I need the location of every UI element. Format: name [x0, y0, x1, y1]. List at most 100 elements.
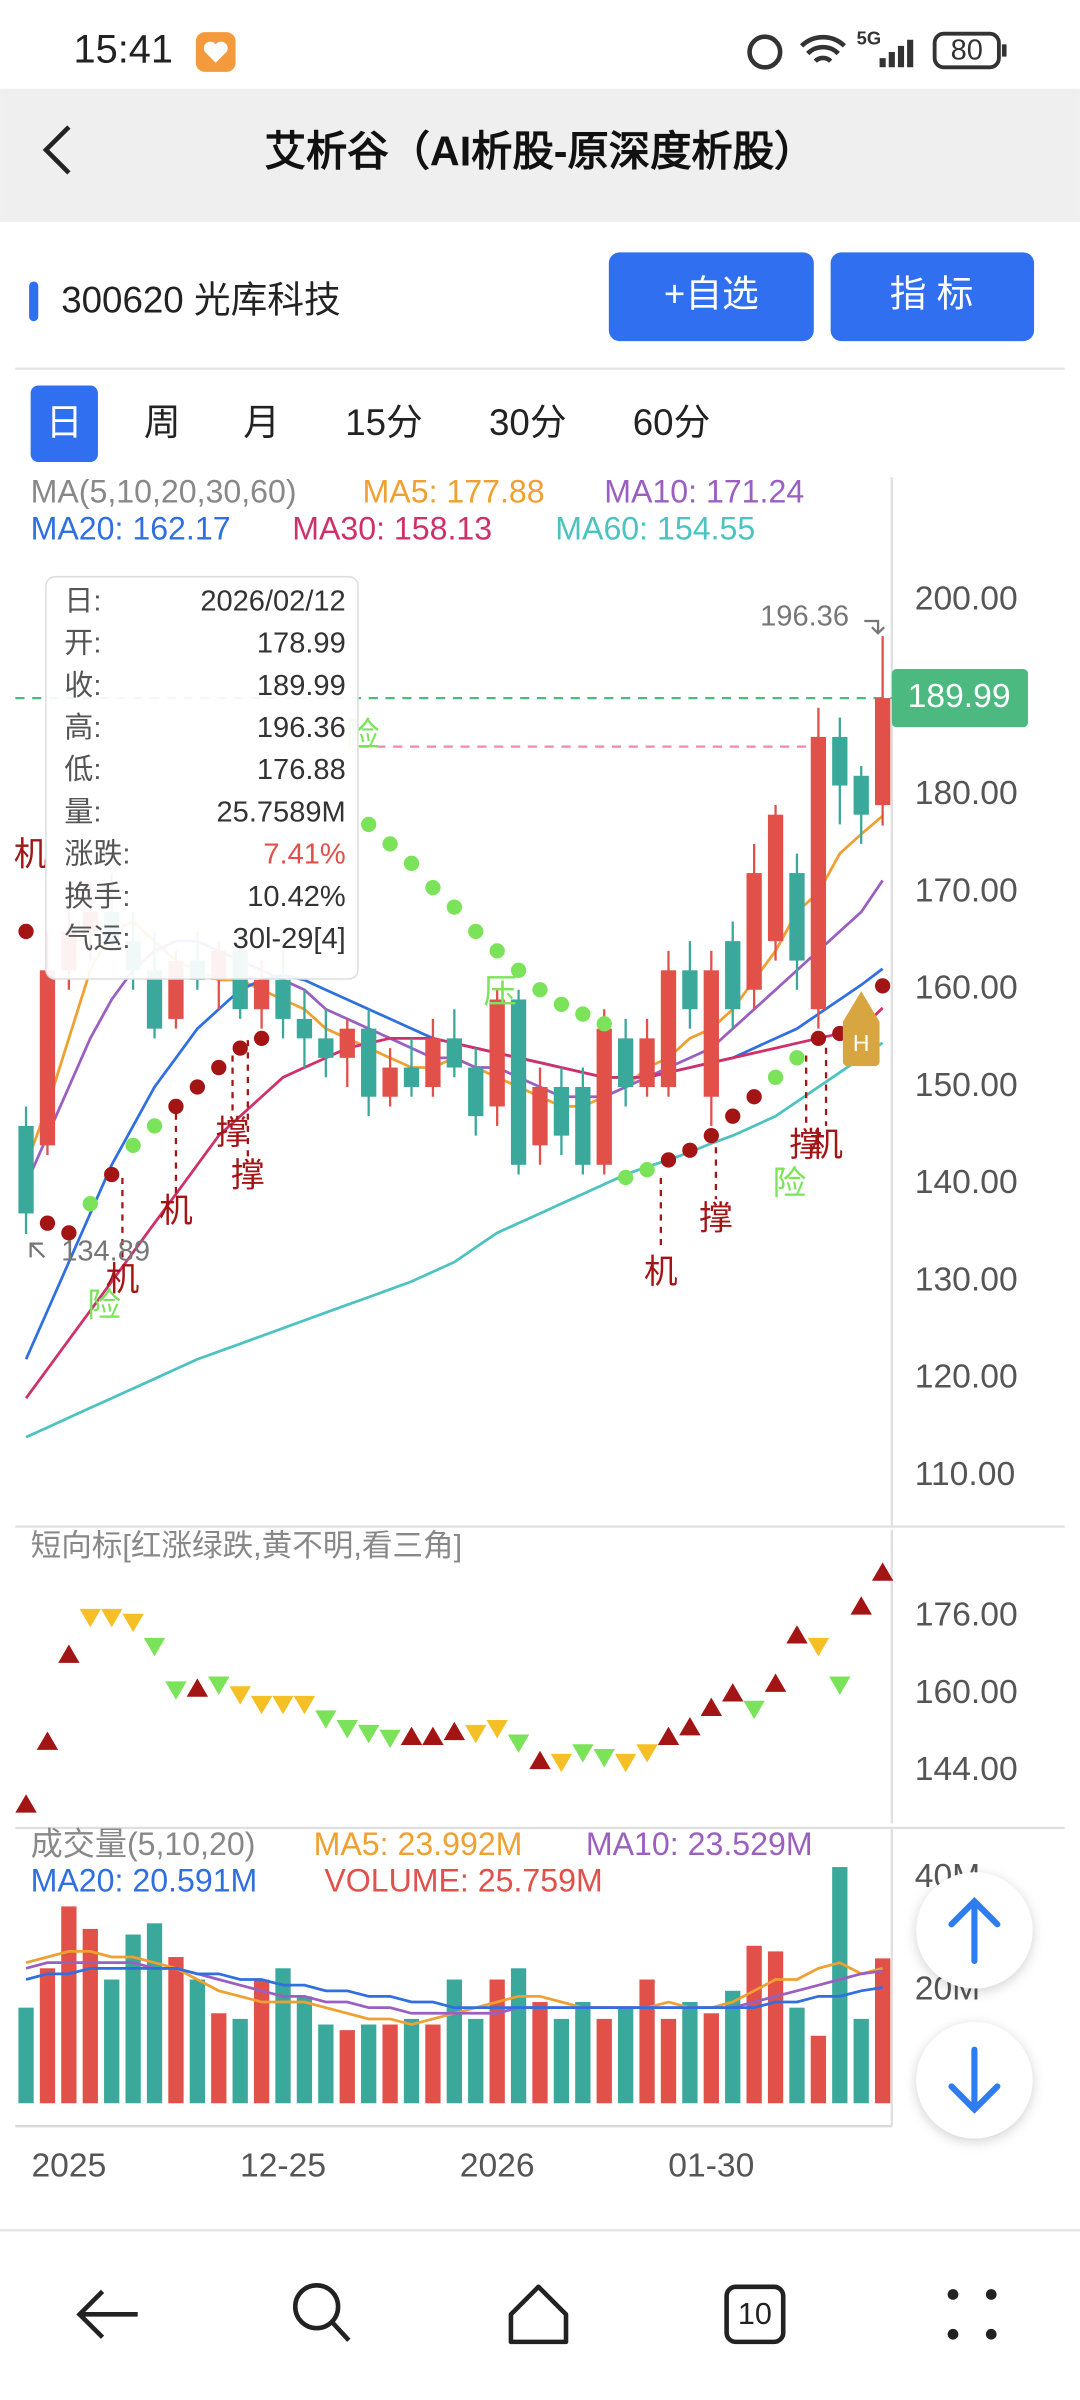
nav-tabs[interactable]: [724, 2284, 786, 2345]
indicator-button[interactable]: [830, 252, 1035, 342]
indicator-button-label[interactable]: 指 标: [890, 273, 974, 314]
volume-bar: [532, 2002, 548, 2104]
signal-triangle: [100, 1608, 123, 1628]
signal-triangle: [250, 1695, 273, 1715]
period-tab[interactable]: 日: [46, 402, 83, 443]
watchlist-button[interactable]: [608, 252, 814, 342]
volume-ma-legend: MA20: 20.591M: [31, 1862, 258, 1898]
signal-annotation: 机: [809, 1126, 843, 1164]
y-tick-label: 150.00: [915, 1067, 1018, 1104]
candle-body: [532, 1087, 548, 1146]
period-tab[interactable]: 15分: [345, 402, 423, 443]
nav-search-handle: [330, 2320, 351, 2342]
nav-search[interactable]: [292, 2282, 341, 2331]
nav-home[interactable]: [508, 2284, 569, 2345]
signal-dot: [61, 1225, 77, 1241]
last-price-label: 189.99: [908, 678, 1011, 715]
signal-triangle: [572, 1744, 594, 1763]
signal-triangle: [315, 1710, 337, 1729]
x-tick-label: 12-25: [240, 2147, 326, 2184]
x-tick-label: 2026: [460, 2147, 535, 2184]
signal-triangle: [357, 1724, 380, 1744]
signal-annotation: 机: [159, 1192, 193, 1230]
tooltip-value: 10.42%: [247, 881, 346, 913]
signal-triangle: [657, 1726, 680, 1745]
candle-body: [596, 1028, 612, 1165]
stock-accent: [29, 281, 39, 322]
signal-triangle: [679, 1716, 701, 1736]
candle-body: [682, 970, 698, 1010]
volume-bar: [339, 2030, 355, 2104]
y-tick-label: 200.00: [915, 581, 1018, 618]
volume-bar: [104, 1979, 120, 2104]
y-tick-label: 130.00: [915, 1261, 1018, 1298]
volume-bar: [361, 2024, 377, 2104]
menu-dot: [947, 2328, 959, 2340]
heart-icon: [203, 41, 228, 63]
signal-triangle: [229, 1686, 251, 1705]
candle-body: [275, 980, 291, 1019]
signal-annotation: 撑: [231, 1157, 265, 1195]
nav-menu[interactable]: [947, 2289, 997, 2340]
tooltip-value: 25.7589M: [217, 796, 346, 828]
volume-bar: [489, 1979, 505, 2104]
signal-dot: [253, 1030, 270, 1047]
watchlist-button-label[interactable]: +自选: [664, 273, 759, 314]
signal-dot: [425, 879, 441, 896]
candle-body: [253, 980, 270, 1010]
y-tick-label: 120.00: [915, 1359, 1018, 1396]
signal-dot: [446, 899, 462, 915]
candle-body: [746, 873, 762, 990]
signal-triangle: [336, 1720, 358, 1739]
candle-body: [810, 736, 827, 1010]
candle-body: [832, 736, 848, 786]
period-tab[interactable]: 60分: [633, 402, 711, 443]
back-button[interactable]: [42, 125, 71, 175]
candle-body: [382, 1067, 398, 1097]
signal-dot: [725, 1108, 741, 1124]
signal-dot: [618, 1169, 634, 1186]
period-tab[interactable]: 月: [243, 402, 280, 443]
candle-body: [468, 1067, 484, 1117]
battery-tip: [1001, 44, 1007, 57]
signal-triangle: [829, 1676, 851, 1695]
y-tick-label: 144.00: [915, 1751, 1018, 1788]
network-type: 5G: [857, 28, 881, 49]
signal-dot: [403, 855, 420, 871]
volume-bar: [789, 2007, 805, 2104]
signal-dot: [468, 923, 484, 940]
volume-bar: [232, 2018, 248, 2104]
period-tab[interactable]: 30分: [489, 402, 567, 443]
y-tick-label: 176.00: [915, 1596, 1018, 1633]
y-tick-label: 160.00: [915, 970, 1018, 1007]
volume-bar: [746, 1945, 762, 2104]
volume-bar: [682, 2002, 698, 2104]
signal-dot: [767, 1069, 784, 1085]
signal-triangle: [764, 1673, 787, 1692]
volume-bar: [832, 1867, 848, 2104]
signal-dot: [211, 1059, 227, 1076]
volume-ma-legend: MA10: 23.529M: [586, 1826, 813, 1862]
candle-body: [361, 1028, 377, 1097]
signal-triangle: [700, 1697, 723, 1717]
volume-bar: [168, 1957, 184, 2104]
volume-bar: [403, 2018, 420, 2104]
volume-bar: [82, 1928, 98, 2104]
up-arrow: [948, 1897, 1001, 1965]
tooltip-value: 189.99: [257, 670, 346, 702]
candle-body: [146, 970, 163, 1029]
volume-bar: [446, 1979, 462, 2104]
signal-triangle: [807, 1637, 830, 1657]
nav-back[interactable]: [76, 2289, 138, 2339]
period-tab[interactable]: 周: [144, 402, 181, 443]
tooltip-value: 196.36: [257, 712, 346, 744]
marker-label: H: [853, 1030, 870, 1056]
signal-annotation: 险: [773, 1164, 807, 1202]
indicator-title: 短向标[红涨绿跌,黄不明,看三角]: [31, 1529, 463, 1563]
candle-body: [296, 1018, 313, 1039]
volume-bar: [553, 2018, 570, 2104]
stock-label: 300620 光库科技: [61, 280, 341, 321]
candle-body: [767, 814, 784, 942]
signal-dot: [553, 996, 570, 1012]
signal-triangle: [186, 1678, 209, 1697]
